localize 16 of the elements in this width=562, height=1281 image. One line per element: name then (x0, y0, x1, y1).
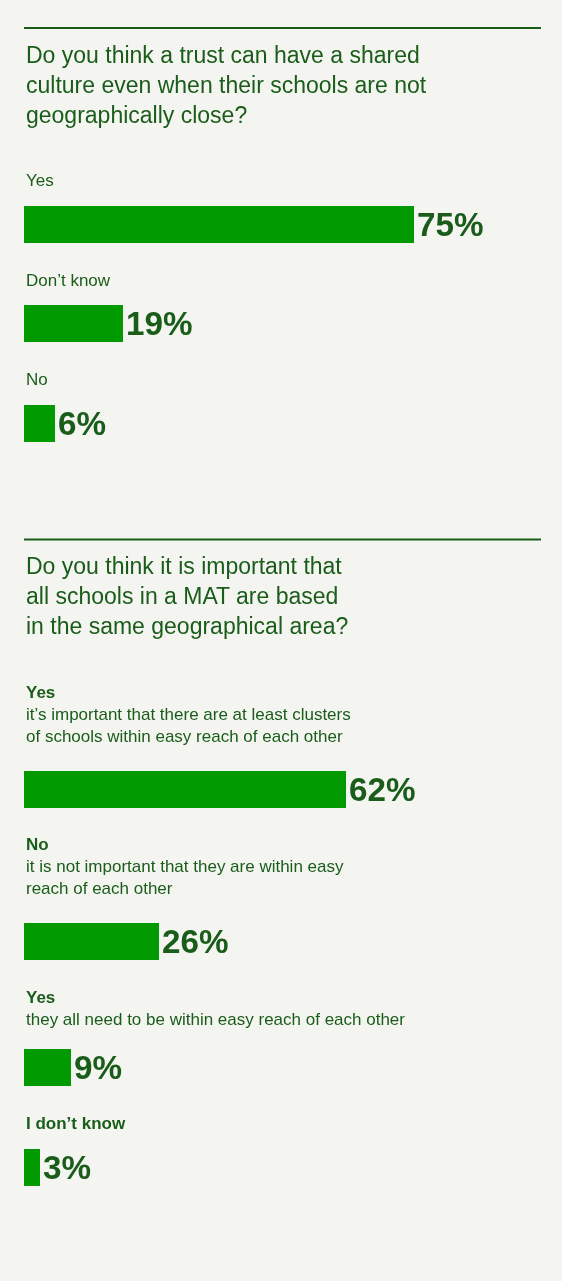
y-tick-label: No it is not important that they are within easy reach of each other (26, 835, 344, 899)
data-label: 9% (74, 1048, 123, 1086)
data-label: 3% (43, 1148, 92, 1186)
y-tick-label: Yes it’s important that there are at least clusters of schools within easy reach of each other (26, 683, 351, 747)
data-label: 26% (162, 922, 229, 960)
data-label: 6% (58, 405, 107, 443)
y-tick-label: No (26, 370, 48, 389)
data-label: 75% (417, 206, 484, 244)
data-label: 62% (349, 770, 416, 808)
y-tick-label: I don’t know (26, 1114, 126, 1133)
data-label: 19% (126, 305, 193, 343)
y-tick-label: Don’t know (26, 271, 111, 290)
chart-title: Do you think it is important that all schools in a MAT are based in the same geographical area? (26, 553, 349, 639)
chart-title: Do you think a trust can have a shared culture even when their schools are not geographically close? (26, 42, 427, 128)
y-tick-label: Yes (26, 171, 54, 190)
y-tick-label: Yes they all need to be within easy reach of each other (26, 988, 406, 1030)
